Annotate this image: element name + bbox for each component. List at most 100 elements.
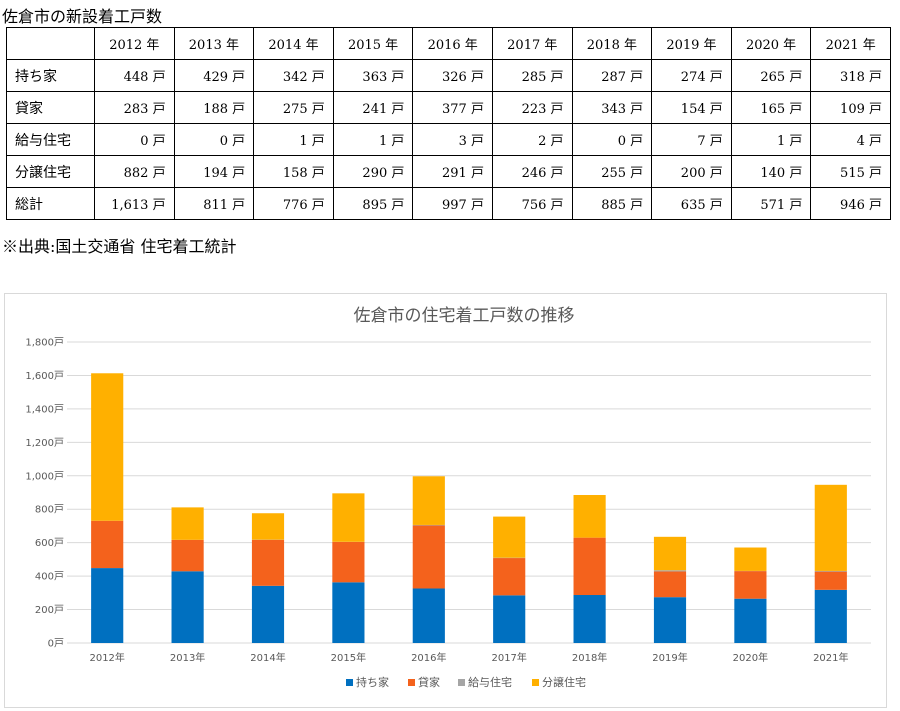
value-cell: 109 戸 [810,91,891,124]
value-cell: 158 戸 [253,155,334,188]
bar-segment [653,571,687,598]
bar-segment [332,493,365,542]
value-cell: 895 戸 [332,187,414,220]
y-tick-label: 800戸 [35,504,64,516]
bar-segment [91,520,124,569]
bar-segment [91,373,124,521]
value-cell: 283 戸 [94,91,175,124]
x-tick-label: 2015年 [331,651,366,664]
bar-segment [493,516,526,558]
housing-starts-table: 2012 年 2013 年 2014 年 2015 年 2016 年 2017 年 2018… [6,27,891,220]
header-corner-cell [6,27,95,60]
source-note: ※出典:国土交通省 住宅着工統計 [2,237,237,256]
value-cell: 140 戸 [730,155,812,188]
value-cell: 3 戸 [412,123,493,156]
year-header-cell: 2016 年 [412,27,493,60]
value-cell: 223 戸 [491,91,573,124]
value-cell: 0 戸 [173,123,255,156]
year-header-cell: 2015 年 [332,27,414,60]
x-tick-label: 2012年 [89,651,124,664]
x-tick-label: 2019年 [652,651,687,664]
value-cell: 290 戸 [332,155,414,188]
legend-label: 貸家 [418,675,440,689]
table-header-row: 2012 年 2013 年 2014 年 2015 年 2016 年 2017 年 2018… [6,27,891,60]
x-tick-label: 2016年 [411,651,446,664]
bar-segment [573,537,606,596]
value-cell: 997 戸 [412,187,493,220]
year-header-cell: 2014 年 [253,27,334,60]
legend-swatch [346,679,353,686]
value-cell: 154 戸 [651,91,732,124]
value-cell: 200 戸 [651,155,732,188]
bar-segment [332,541,365,583]
year-header-cell: 2012 年 [94,27,175,60]
bar-segment [171,507,204,540]
x-tick-label: 2013年 [170,651,205,664]
legend-label: 持ち家 [356,675,389,689]
value-cell: 756 戸 [491,187,573,220]
value-cell: 343 戸 [571,91,653,124]
bar-segment [573,495,606,538]
table-row: 持ち家 448 戸 429 戸 342 戸 363 戸 326 戸 285 戸 287 戸 27… [6,59,891,92]
stacked-bar-chart: 佐倉市の住宅着工戸数の推移 0戸 200戸 400戸 600戸 800戸 1,000戸 1,2… [25,306,871,689]
x-tick-label: 2017年 [491,651,526,664]
bar-segment [814,570,847,572]
y-tick-label: 200戸 [35,604,64,616]
row-label-cell: 分譲住宅 [6,155,95,188]
y-tick-label: 1,200戸 [25,437,64,449]
value-cell: 4 戸 [810,123,891,156]
bar-segment [734,571,767,599]
bar-segment [734,547,767,571]
chart-title: 佐倉市の住宅着工戸数の推移 [354,306,575,326]
value-cell: 363 戸 [332,59,414,92]
value-cell: 246 戸 [491,155,573,188]
value-cell: 2 戸 [491,123,573,156]
chart-container: 佐倉市の住宅着工戸数の推移 0戸 200戸 400戸 600戸 800戸 1,000戸 1,2… [4,293,887,708]
bar-segment [493,595,526,643]
bar-segment [493,558,526,596]
value-cell: 811 戸 [173,187,255,220]
value-cell: 194 戸 [173,155,255,188]
value-cell: 635 戸 [651,187,732,220]
bar-segment [412,476,445,525]
value-cell: 429 戸 [173,59,255,92]
bar-segment [653,536,687,571]
value-cell: 318 戸 [810,59,891,92]
row-label-cell: 総計 [6,187,95,220]
year-header-cell: 2021 年 [810,27,891,60]
value-cell: 448 戸 [94,59,175,92]
value-cell: 265 戸 [730,59,812,92]
bar-segment [412,525,445,589]
y-tick-label: 400戸 [35,571,64,583]
y-tick-label: 600戸 [35,537,64,549]
bar-segment [91,568,124,643]
row-label-cell: 貸家 [6,91,95,124]
value-cell: 0 戸 [571,123,653,156]
value-cell: 255 戸 [571,155,653,188]
bar-segment [814,484,847,571]
value-cell: 1 戸 [253,123,334,156]
y-tick-label: 1,600戸 [25,370,64,382]
value-cell: 188 戸 [173,91,255,124]
value-cell: 274 戸 [651,59,732,92]
value-cell: 287 戸 [571,59,653,92]
table-row: 貸家 283 戸 188 戸 275 戸 241 戸 377 戸 223 戸 343 戸 154… [6,91,891,124]
bar-segment [814,589,847,643]
value-cell: 515 戸 [810,155,891,188]
value-cell: 275 戸 [253,91,334,124]
value-cell: 342 戸 [253,59,334,92]
bar-segment [412,588,445,643]
bar-segment [734,598,767,643]
year-header-cell: 2020 年 [730,27,812,60]
value-cell: 241 戸 [332,91,414,124]
value-cell: 1 戸 [332,123,414,156]
bar-segment [653,597,687,643]
value-cell: 946 戸 [810,187,891,220]
value-cell: 571 戸 [730,187,812,220]
legend-swatch [458,679,465,686]
bar-segment [412,524,445,526]
y-tick-label: 1,000戸 [25,470,64,482]
bar-segment [251,539,285,586]
